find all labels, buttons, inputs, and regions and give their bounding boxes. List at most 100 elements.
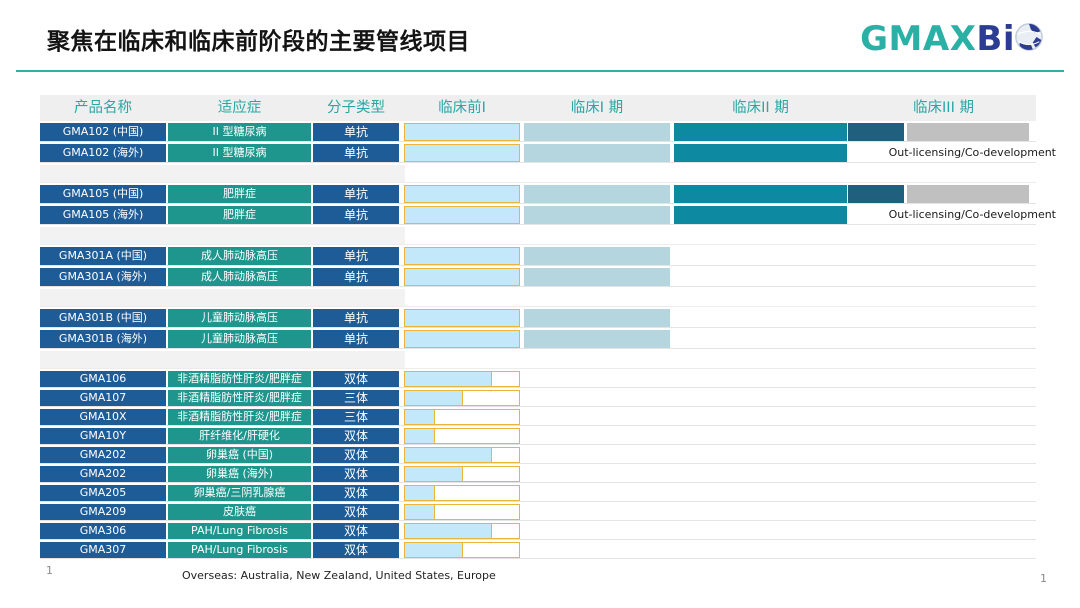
molecule-type-cell: 双体 [313, 447, 399, 463]
phase2-bar [674, 144, 847, 162]
preclinical-fill [405, 505, 435, 519]
molecule-type-cell: 单抗 [313, 309, 399, 327]
preclinical-fill [405, 448, 492, 462]
pipeline-row: GMA307 PAH/Lung Fibrosis 双体 [40, 542, 1036, 559]
out-licensing-label: Out-licensing/Co-development [888, 146, 1056, 159]
pipeline-row: GMA10X 非酒精脂肪性肝炎/肥胖症 三体 [40, 409, 1036, 426]
company-logo: GMAX Bi [860, 20, 1044, 58]
preclinical-bar [404, 330, 520, 348]
molecule-type-cell: 单抗 [313, 268, 399, 286]
group-gap [40, 165, 1036, 183]
phase3-bar [848, 185, 904, 203]
indication-cell: 肥胖症 [168, 185, 311, 203]
column-header: 分子类型 [327, 100, 385, 116]
table-body: GMA102 (中国) II 型糖尿病 单抗 GMA102 (海外) II 型糖尿病 单抗… [40, 123, 1056, 559]
phase3-bar [848, 123, 904, 141]
product-cell: GMA105 (中国) [40, 185, 166, 203]
preclinical-fill [405, 207, 519, 223]
phase1-bar [524, 185, 670, 203]
group-gap-band [40, 289, 405, 306]
preclinical-fill [405, 391, 463, 405]
group-gap-band [40, 165, 405, 182]
logo-text-gmax: GMAX [860, 19, 977, 59]
preclinical-fill [405, 269, 519, 285]
phase1-bar [524, 268, 670, 286]
group-gap-band [40, 351, 405, 368]
molecule-type-cell: 双体 [313, 428, 399, 444]
column-header: 临床I 期 [570, 100, 624, 116]
product-cell: GMA10X [40, 409, 166, 425]
preclinical-fill [405, 429, 435, 443]
future-stage-bar [907, 123, 1029, 141]
column-header: 临床II 期 [732, 100, 789, 116]
preclinical-bar [404, 247, 520, 265]
indication-cell: 非酒精脂肪性肝炎/肥胖症 [168, 371, 311, 387]
preclinical-fill [405, 467, 463, 481]
title-divider [16, 70, 1064, 72]
logo-text-bi: Bi [976, 19, 1015, 59]
indication-cell: PAH/Lung Fibrosis [168, 523, 311, 539]
page-number-left: 1 [46, 564, 53, 577]
preclinical-fill [405, 124, 519, 140]
molecule-type-cell: 单抗 [313, 330, 399, 348]
group-gap [40, 289, 1036, 307]
product-cell: GMA106 [40, 371, 166, 387]
preclinical-fill [405, 331, 519, 347]
preclinical-fill [405, 310, 519, 326]
preclinical-bar [404, 504, 520, 520]
pipeline-row: GMA306 PAH/Lung Fibrosis 双体 [40, 523, 1036, 540]
pipeline-row: GMA105 (中国) 肥胖症 单抗 [40, 185, 1036, 204]
footnote: Overseas: Australia, New Zealand, United… [182, 569, 496, 582]
phase2-bar [674, 185, 847, 203]
product-cell: GMA301A (中国) [40, 247, 166, 265]
table-header-row: 产品名称 适应症 分子类型 临床前I 临床I 期 临床II 期 临床III 期 [40, 95, 1036, 121]
product-cell: GMA301A (海外) [40, 268, 166, 286]
indication-cell: 卵巢癌 (海外) [168, 466, 311, 482]
molecule-type-cell: 双体 [313, 466, 399, 482]
preclinical-bar [404, 466, 520, 482]
pipeline-row: GMA105 (海外) 肥胖症 单抗 Out-licensing/Co-develop… [40, 206, 1056, 225]
pipeline-table: 产品名称 适应症 分子类型 临床前I 临床I 期 临床II 期 临床III 期 GMA102… [40, 95, 1056, 561]
indication-cell: 非酒精脂肪性肝炎/肥胖症 [168, 390, 311, 406]
indication-cell: 非酒精脂肪性肝炎/肥胖症 [168, 409, 311, 425]
phase2-bar [674, 123, 847, 141]
page-title: 聚焦在临床和临床前阶段的主要管线项目 [47, 29, 470, 55]
pipeline-row: GMA205 卵巢癌/三阴乳腺癌 双体 [40, 485, 1036, 502]
indication-cell: PAH/Lung Fibrosis [168, 542, 311, 558]
preclinical-fill [405, 543, 463, 557]
phase1-bar [524, 123, 670, 141]
preclinical-fill [405, 410, 435, 424]
pipeline-row: GMA301A (中国) 成人肺动脉高压 单抗 [40, 247, 1036, 266]
preclinical-bar [404, 428, 520, 444]
product-cell: GMA205 [40, 485, 166, 501]
indication-cell: II 型糖尿病 [168, 144, 311, 162]
preclinical-bar [404, 390, 520, 406]
product-cell: GMA306 [40, 523, 166, 539]
product-cell: GMA202 [40, 466, 166, 482]
pipeline-row: GMA301B (中国) 儿童肺动脉高压 单抗 [40, 309, 1036, 328]
column-header: 临床III 期 [913, 100, 974, 116]
pipeline-row: GMA102 (海外) II 型糖尿病 单抗 Out-licensing/Co-dev… [40, 144, 1056, 163]
pipeline-row: GMA106 非酒精脂肪性肝炎/肥胖症 双体 [40, 371, 1036, 388]
molecule-type-cell: 单抗 [313, 185, 399, 203]
preclinical-bar [404, 123, 520, 141]
preclinical-bar [404, 409, 520, 425]
preclinical-bar [404, 447, 520, 463]
product-cell: GMA209 [40, 504, 166, 520]
phase1-bar [524, 206, 670, 224]
page-number-right: 1 [1040, 572, 1047, 585]
column-header: 适应症 [217, 100, 262, 116]
molecule-type-cell: 双体 [313, 371, 399, 387]
preclinical-fill [405, 372, 492, 386]
preclinical-bar [404, 206, 520, 224]
indication-cell: II 型糖尿病 [168, 123, 311, 141]
preclinical-fill [405, 145, 519, 161]
phase1-bar [524, 309, 670, 327]
product-cell: GMA105 (海外) [40, 206, 166, 224]
product-cell: GMA107 [40, 390, 166, 406]
preclinical-bar [404, 485, 520, 501]
group-gap [40, 227, 1036, 245]
phase1-bar [524, 330, 670, 348]
preclinical-fill [405, 248, 519, 264]
